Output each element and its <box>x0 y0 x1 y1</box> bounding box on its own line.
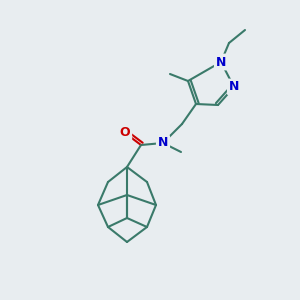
Text: N: N <box>216 56 226 68</box>
Text: O: O <box>120 127 130 140</box>
Text: N: N <box>229 80 239 94</box>
Text: N: N <box>158 136 168 149</box>
